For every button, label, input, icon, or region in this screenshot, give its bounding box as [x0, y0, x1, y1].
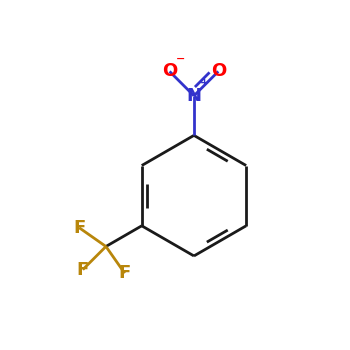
Text: O: O — [211, 62, 226, 80]
Text: F: F — [119, 264, 131, 282]
Text: −: − — [176, 54, 185, 64]
Text: +: + — [200, 78, 209, 88]
Text: O: O — [162, 62, 177, 80]
Text: F: F — [77, 261, 89, 279]
Text: N: N — [187, 87, 202, 105]
Text: F: F — [73, 219, 85, 237]
